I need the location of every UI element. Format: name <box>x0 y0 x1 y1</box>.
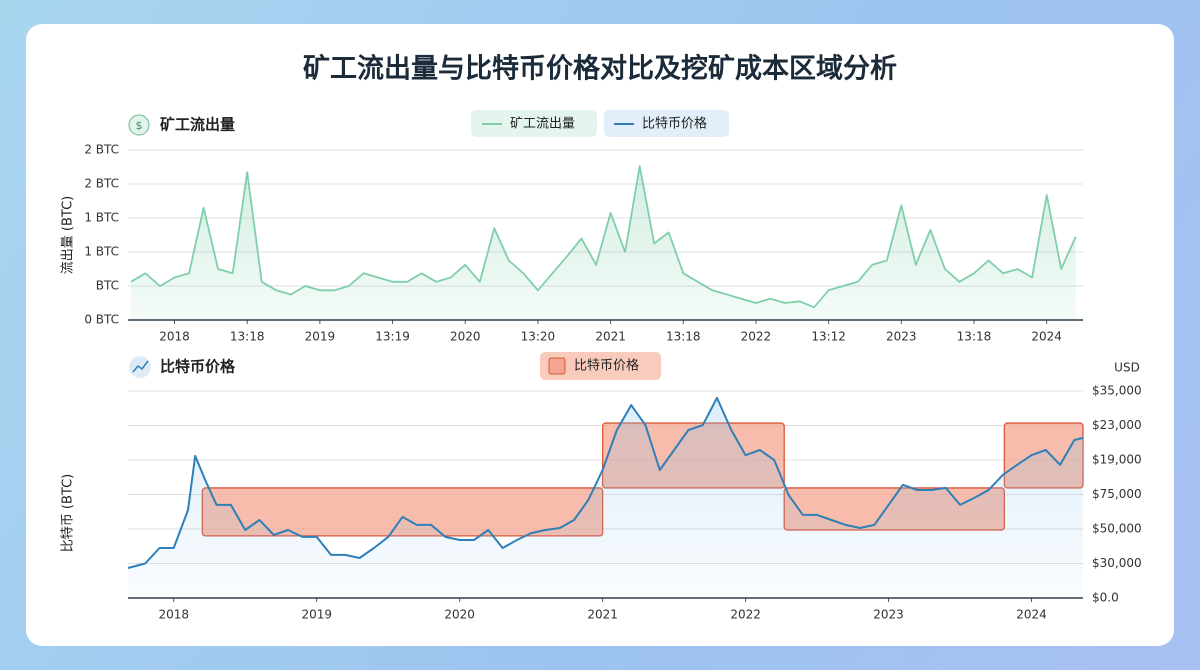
chart-title: 矿工流出量与比特币价格对比及挖矿成本区域分析 <box>303 53 897 85</box>
x-tick-label: 13:18 <box>666 330 701 344</box>
x-tick-label: 2024 <box>1031 330 1062 344</box>
line <box>127 396 1084 569</box>
y-tick-label: 1 BTC <box>84 211 119 225</box>
x-tick-label: 13:20 <box>521 330 556 344</box>
area <box>130 166 1076 320</box>
y-axis-label: 比特币 (BTC) <box>61 474 76 552</box>
y2-unit: USD <box>1114 361 1140 375</box>
legend-label: 比特币价格 <box>574 358 639 374</box>
x-tick-label: 2018 <box>158 608 189 622</box>
x-tick-label: 13:18 <box>230 330 265 344</box>
panel-title: 比特币价格 <box>160 358 236 376</box>
x-tick-label: 2023 <box>873 608 904 622</box>
svg-text:$: $ <box>136 119 143 132</box>
legend-label: 比特币价格 <box>642 116 707 132</box>
x-tick-label: 2021 <box>587 608 618 622</box>
y2-tick-label: $30,000 <box>1092 556 1142 570</box>
line <box>130 165 1077 309</box>
y2-tick-label: $35,000 <box>1092 384 1142 398</box>
x-tick-label: 2020 <box>444 608 475 622</box>
legend-box <box>540 352 661 380</box>
x-tick-label: 13:19 <box>375 330 410 344</box>
y2-tick-label: $0.0 <box>1092 591 1119 605</box>
legend-swatch <box>548 357 566 375</box>
x-tick-label: 13:12 <box>811 330 846 344</box>
y2-tick-label: $23,000 <box>1092 418 1142 432</box>
y2-tick-label: $75,000 <box>1092 487 1142 501</box>
panel-icon <box>129 356 151 378</box>
panel-title: 矿工流出量 <box>160 116 235 134</box>
legend-box <box>471 110 597 137</box>
y-tick-label: BTC <box>96 279 119 293</box>
x-tick-label: 2018 <box>159 330 190 344</box>
y-tick-label: 0 BTC <box>84 313 119 327</box>
y-tick-label: 1 BTC <box>84 245 119 259</box>
legend-box <box>604 110 729 137</box>
area <box>128 397 1083 598</box>
legend-label: 矿工流出量 <box>510 117 575 132</box>
panel-icon: $ <box>128 114 150 136</box>
x-tick-label: 2019 <box>305 330 336 344</box>
y-tick-label: 2 BTC <box>84 177 119 191</box>
y2-tick-label: $19,000 <box>1092 453 1142 467</box>
x-tick-label: 2019 <box>301 608 332 622</box>
x-tick-label: 2022 <box>730 608 761 622</box>
x-tick-label: 2021 <box>595 330 626 344</box>
y-axis-label: 流出量 (BTC) <box>61 196 76 274</box>
x-tick-label: 13:18 <box>957 330 992 344</box>
y-tick-label: 2 BTC <box>84 143 119 157</box>
x-tick-label: 2020 <box>450 330 481 344</box>
x-tick-label: 2024 <box>1016 608 1047 622</box>
x-tick-label: 2023 <box>886 330 917 344</box>
x-tick-label: 2022 <box>741 330 772 344</box>
y2-tick-label: $50,000 <box>1092 522 1142 536</box>
